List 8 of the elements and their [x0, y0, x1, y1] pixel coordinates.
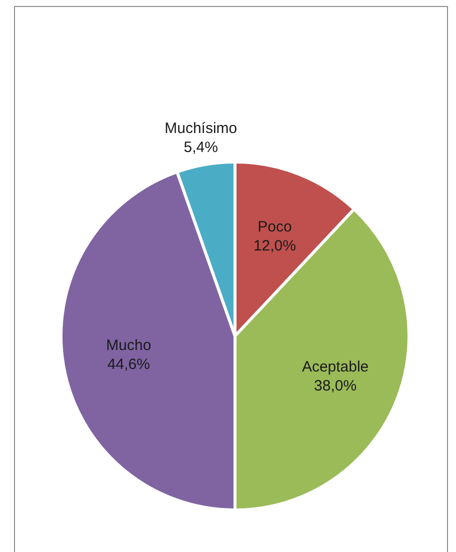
slice-label: Muchísimo: [164, 119, 238, 136]
data-label: 44,6%: [107, 356, 150, 373]
data-label: 38,0%: [314, 377, 357, 394]
slice-label: Aceptable: [302, 358, 369, 376]
data-label: 12,0%: [253, 237, 296, 254]
slice-label: Poco: [258, 218, 292, 236]
slice-label: Mucho: [106, 336, 152, 354]
data-label: 5,4%: [184, 138, 218, 156]
